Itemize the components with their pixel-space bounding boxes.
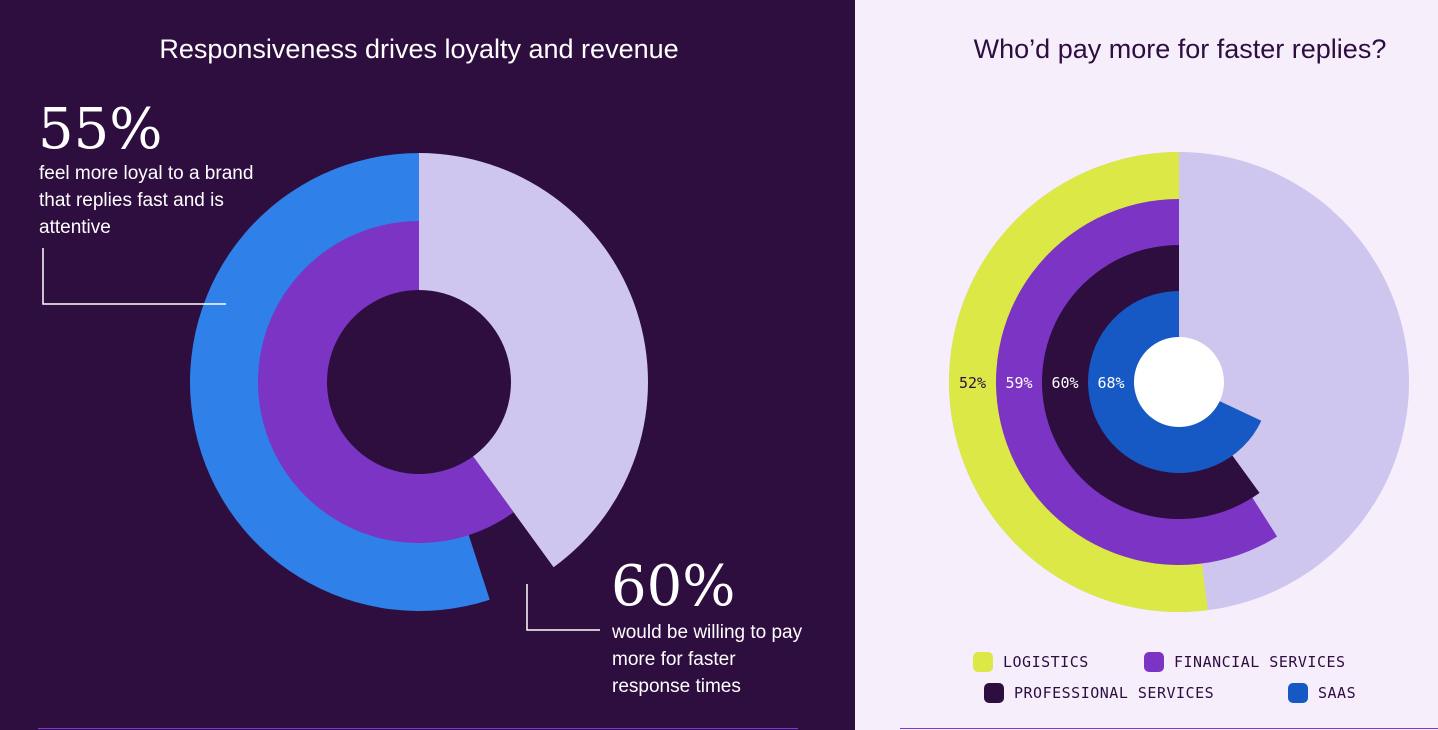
legend-item-saas: SAAS	[1288, 683, 1356, 703]
loyalty-stat-text: feel more loyal to a brand that replies …	[39, 163, 254, 238]
right-bottom-rule	[900, 728, 1438, 729]
loyalty-stat-value: 55%	[38, 97, 163, 162]
left-bottom-rule	[38, 728, 798, 729]
industry-ring-chart: 52% 59% 60% 68%	[948, 152, 1409, 613]
legend-label-logistics: LOGISTICS	[1003, 653, 1089, 671]
legend-swatch-financial-services	[1144, 652, 1164, 672]
industry-chart-title: Who’d pay more for faster replies?	[973, 34, 1387, 64]
legend-label-saas: SAAS	[1318, 684, 1357, 702]
industry-legend: LOGISTICS FINANCIAL SERVICES PROFESSIONA…	[855, 648, 1438, 718]
revenue-callout-line	[526, 584, 600, 631]
industry-panel: Who’d pay more for faster replies? 52% 59…	[855, 0, 1438, 730]
legend-item-financial-services: FINANCIAL SERVICES	[1144, 652, 1346, 672]
remainder-slice	[419, 153, 649, 568]
legend-item-professional-services: PROFESSIONAL SERVICES	[984, 683, 1214, 703]
legend-swatch-professional-services	[984, 683, 1004, 703]
legend-swatch-logistics	[973, 652, 993, 672]
loyalty-donut-hole	[326, 290, 511, 474]
legend-item-logistics: LOGISTICS	[973, 652, 1089, 672]
loyalty-chart-title: Responsiveness drives loyalty and revenu…	[159, 34, 679, 64]
revenue-stat-value: 60%	[611, 554, 736, 619]
ring-label-professional-services: 60%	[1051, 374, 1078, 392]
ring-label-logistics: 52%	[959, 374, 986, 392]
loyalty-panel: Responsiveness drives loyalty and revenu…	[0, 0, 855, 730]
legend-label-professional-services: PROFESSIONAL SERVICES	[1014, 684, 1215, 702]
ring-label-financial-services: 59%	[1005, 374, 1032, 392]
loyalty-callout-line	[42, 248, 226, 305]
loyalty-donut-chart	[42, 153, 649, 631]
legend-swatch-saas	[1288, 683, 1308, 703]
industry-center-hole	[1133, 337, 1224, 428]
legend-label-financial-services: FINANCIAL SERVICES	[1174, 653, 1346, 671]
ring-label-saas: 68%	[1097, 374, 1124, 392]
revenue-stat-text: would be willing to pay more for faster …	[612, 622, 803, 697]
